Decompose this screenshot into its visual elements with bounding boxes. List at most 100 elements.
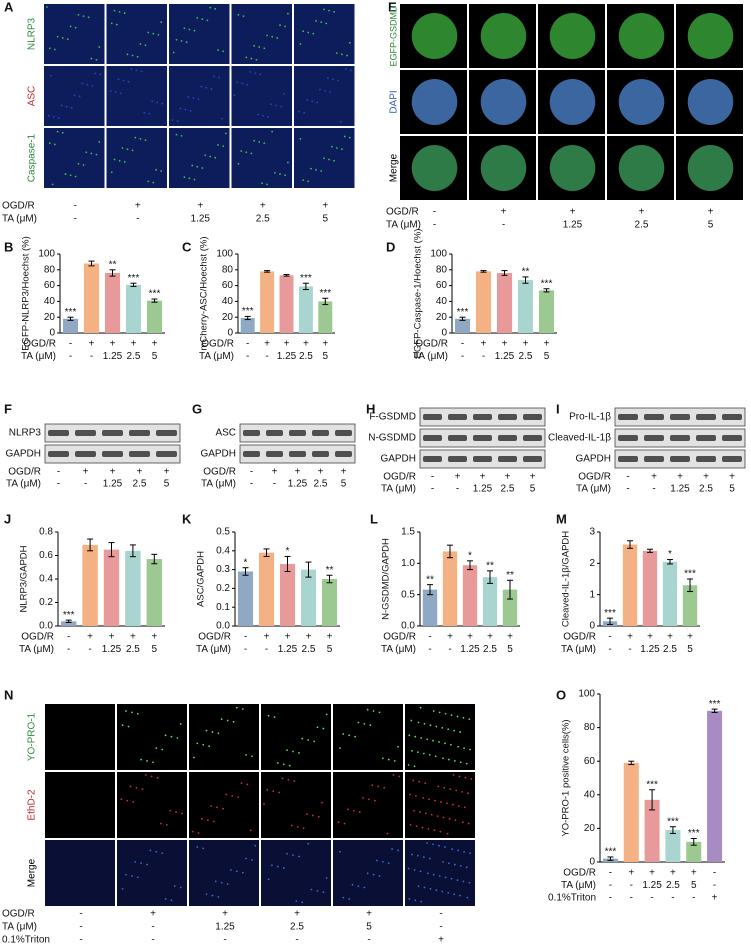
speck — [64, 173, 67, 175]
speck — [143, 111, 146, 114]
speck — [275, 104, 277, 107]
significance: *** — [688, 828, 700, 839]
condition-label: 1.25 — [640, 644, 660, 655]
speck — [279, 173, 281, 175]
bar — [442, 551, 458, 626]
condition-name: OGD/R — [578, 472, 611, 483]
cell — [549, 12, 596, 60]
bar — [103, 549, 120, 626]
band — [498, 456, 517, 462]
speck — [196, 742, 199, 745]
significance: *** — [457, 307, 469, 318]
condition-name: OGD/R — [415, 339, 448, 350]
speck — [456, 879, 459, 881]
speck — [258, 141, 261, 143]
speck — [411, 749, 413, 752]
speck — [296, 826, 299, 828]
condition-label: - — [713, 880, 716, 891]
condition-label: 2.5 — [299, 351, 313, 362]
speck — [298, 751, 300, 754]
condition-label: + — [264, 339, 270, 350]
speck — [110, 22, 113, 25]
speck — [201, 18, 204, 21]
significance: *** — [709, 699, 721, 710]
speck — [442, 816, 445, 819]
band — [644, 414, 664, 420]
speck — [98, 46, 101, 48]
condition-label: - — [151, 935, 154, 945]
significance: *** — [605, 847, 617, 858]
speck — [363, 722, 366, 725]
significance: *** — [684, 569, 696, 580]
speck — [242, 15, 245, 18]
significance: *** — [128, 273, 140, 284]
speck — [48, 142, 51, 145]
significance: *** — [541, 278, 553, 289]
speck — [415, 794, 417, 797]
speck — [448, 758, 450, 761]
speck — [53, 48, 56, 51]
speck — [348, 734, 351, 737]
speck — [187, 96, 190, 98]
condition-label: 5 — [322, 214, 328, 225]
speck — [267, 116, 270, 118]
speck — [253, 44, 256, 47]
speck — [175, 133, 178, 136]
micrograph — [44, 66, 105, 126]
condition-label: - — [650, 893, 653, 904]
condition-label: 5 — [366, 922, 372, 933]
condition-label: 5 — [164, 479, 170, 490]
speck — [200, 817, 203, 820]
speck — [165, 823, 168, 826]
speck — [183, 27, 186, 30]
speck — [457, 849, 460, 852]
cell — [549, 78, 596, 126]
condition-label: 2.5 — [519, 351, 533, 362]
band — [289, 451, 306, 457]
cell — [549, 144, 596, 192]
speck — [69, 174, 72, 177]
speck — [183, 176, 186, 179]
band — [696, 456, 716, 462]
band — [448, 435, 467, 441]
speck — [466, 896, 469, 899]
y-axis-label: EGFP-Caspase-1/Hoechst (%) — [413, 229, 424, 359]
speck — [435, 725, 438, 728]
panel-letter: B — [4, 239, 13, 254]
speck — [408, 734, 411, 737]
micrograph — [169, 4, 230, 64]
speck — [211, 894, 214, 897]
speck — [325, 877, 328, 879]
speck — [454, 819, 457, 822]
speck — [66, 38, 69, 41]
condition-name: TA (μM) — [199, 351, 234, 362]
speck — [339, 747, 341, 750]
row-label: DAPI — [389, 90, 400, 113]
speck — [463, 850, 465, 853]
condition-label: - — [74, 214, 77, 225]
speck — [176, 737, 179, 739]
speck — [191, 830, 194, 833]
speck — [188, 28, 191, 31]
speck — [352, 809, 355, 812]
speck — [440, 801, 442, 803]
y-tick-label: 1.5 — [401, 527, 415, 538]
speck — [267, 714, 270, 717]
speck — [231, 794, 234, 797]
condition-label: + — [322, 339, 328, 350]
speck — [453, 760, 456, 762]
speck — [246, 783, 249, 786]
micrograph — [117, 840, 187, 906]
speck — [292, 854, 294, 857]
speck — [302, 30, 305, 33]
bar — [682, 585, 698, 626]
condition-name: OGD/R — [386, 207, 419, 218]
y-tick-label: 20 — [584, 823, 596, 834]
panel-letter: I — [556, 401, 560, 416]
micrograph — [333, 704, 403, 770]
speck — [319, 88, 321, 91]
speck — [225, 132, 227, 135]
condition-label: + — [627, 632, 633, 643]
speck — [95, 153, 98, 156]
speck — [337, 821, 340, 824]
